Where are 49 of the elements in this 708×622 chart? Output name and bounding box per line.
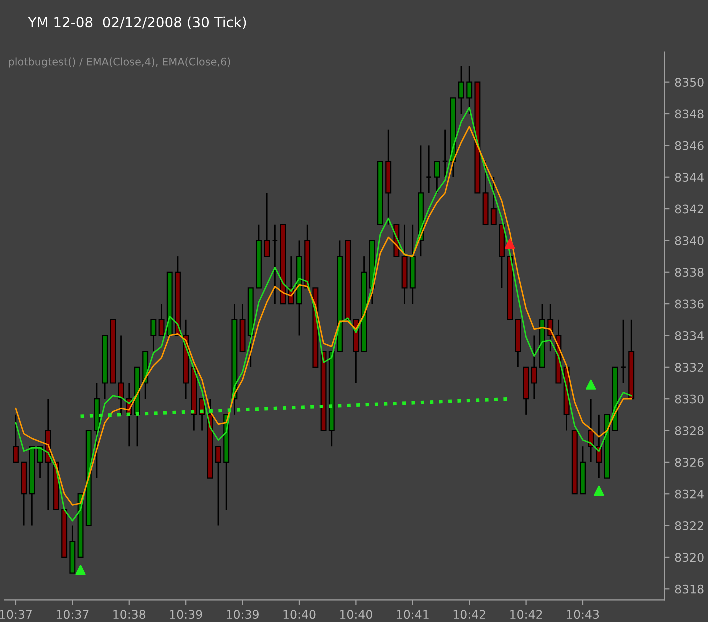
point <box>505 238 516 249</box>
candlestick <box>37 446 44 479</box>
candlestick <box>264 192 270 258</box>
x-tick-label: 10:38 <box>114 610 146 620</box>
x-tick-label: 10:43 <box>567 610 600 620</box>
y-tick-label: 8342 <box>675 204 704 214</box>
candlestick <box>434 160 440 194</box>
x-tick-label: 10:39 <box>170 610 202 620</box>
y-tick-label: 8340 <box>675 236 704 246</box>
x-tick-label: 10:40 <box>340 610 372 620</box>
y-tick-label: 8344 <box>675 173 704 182</box>
y-tick-label: 8328 <box>675 426 704 436</box>
candlestick <box>215 446 222 526</box>
x-tick-label: 10:39 <box>227 610 259 620</box>
x-tick-label: 10:37 <box>0 610 32 620</box>
y-tick-label: 8346 <box>675 141 704 150</box>
chart-title: YM 12-08 02/12/2008 (30 Tick) <box>28 16 246 30</box>
y-tick-label: 8336 <box>675 300 704 309</box>
candlestick <box>150 319 157 352</box>
candlestick <box>118 335 124 416</box>
y-tick-label: 8332 <box>675 363 704 372</box>
y-tick-label: 8338 <box>675 268 704 278</box>
candlestick <box>272 224 278 305</box>
candlestick <box>458 66 464 115</box>
point <box>76 565 86 576</box>
y-tick-label: 8326 <box>675 458 704 468</box>
x-tick-label: 10:37 <box>56 610 89 620</box>
x-tick-label: 10:42 <box>454 610 486 620</box>
x-tick-label: 10:40 <box>284 610 316 620</box>
candlestick <box>531 335 538 400</box>
point <box>586 380 596 390</box>
candlestick <box>426 144 432 194</box>
candlestick <box>620 319 627 384</box>
candlestick <box>490 176 497 226</box>
point <box>594 486 604 496</box>
y-tick-label: 8334 <box>675 331 704 340</box>
y-tick-label: 8350 <box>675 78 704 87</box>
y-tick-label: 8320 <box>675 553 704 562</box>
x-tick-label: 10:42 <box>510 610 542 620</box>
candlestick <box>12 414 19 464</box>
text: plotbugtest() / EMA(Close,4), EMA(Close,6) <box>9 58 230 68</box>
x-tick-label: 10:41 <box>397 610 429 620</box>
candlestick <box>158 303 165 336</box>
candlestick <box>466 66 473 115</box>
y-tick-label: 8330 <box>675 394 704 404</box>
y-tick-label: 8324 <box>675 490 704 499</box>
y-tick-label: 8348 <box>675 110 704 119</box>
y-tick-label: 8322 <box>675 522 704 530</box>
y-tick-label: 8318 <box>675 584 704 594</box>
